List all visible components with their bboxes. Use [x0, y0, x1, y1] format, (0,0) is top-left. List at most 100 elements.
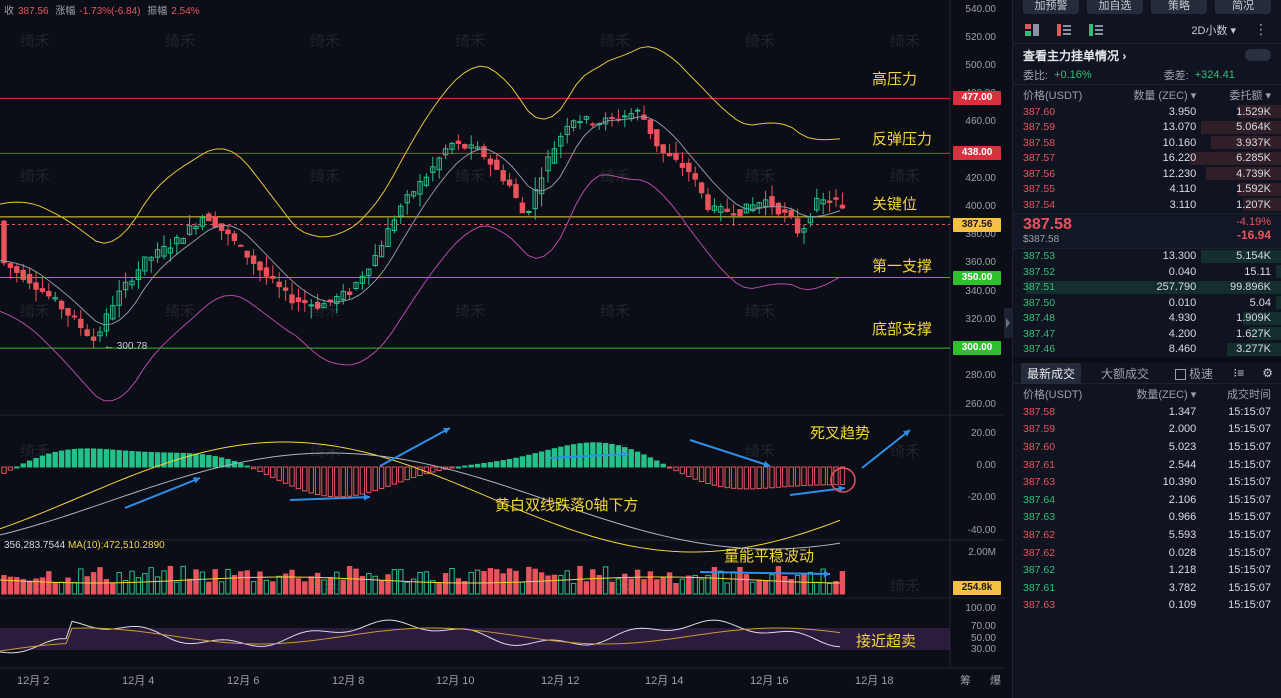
order-total: 5.154K: [1236, 250, 1271, 263]
chart-area[interactable]: ← 300.78 收 387.56 涨幅 -1.73%(-6.84) 振幅 2.54%…: [0, 0, 1010, 698]
candle-body: [519, 202, 526, 214]
candle-body: [775, 202, 782, 215]
header-total[interactable]: 委托额 ▾: [1229, 89, 1271, 102]
order-qty: 4.200: [1168, 327, 1197, 340]
trend-arrow: [689, 439, 771, 467]
bid-row[interactable]: 387.51 257.790 99.896K: [1013, 280, 1281, 296]
ask-row[interactable]: 387.55 4.110 1.592K: [1013, 182, 1281, 198]
volume-bar: [295, 578, 302, 595]
bid-row[interactable]: 387.52 0.040 15.11: [1013, 264, 1281, 280]
list-settings-icon[interactable]: ⁝≡: [1233, 366, 1245, 380]
ask-row[interactable]: 387.56 12.230 4.739K: [1013, 166, 1281, 182]
macd-histogram-bar: [698, 466, 705, 483]
price-axis-label: 400.00: [965, 201, 996, 212]
ask-row[interactable]: 387.57 16.220 6.285K: [1013, 151, 1281, 167]
price-level-tag: 477.00: [953, 91, 1001, 106]
macd-histogram-bar: [833, 466, 839, 486]
macd-histogram-bar: [129, 451, 135, 468]
volume-bar: [436, 583, 442, 595]
volume-bar: [391, 569, 398, 595]
candle-body: [417, 181, 423, 195]
more-options-icon[interactable]: ⋮: [1254, 21, 1269, 37]
candle-body: [538, 177, 545, 195]
order-total: 4.739K: [1236, 167, 1271, 180]
last-change-pct: -4.19%: [1236, 215, 1271, 228]
orderbook-asks-icon[interactable]: [1057, 23, 1071, 36]
trade-qty: 3.782: [1168, 581, 1197, 594]
chip-distribution-toggle[interactable]: 筹: [960, 675, 971, 687]
bid-row[interactable]: 387.50 0.010 5.04: [1013, 295, 1281, 311]
volume-bar: [724, 582, 730, 595]
macd-histogram-bar: [724, 466, 730, 489]
ask-row[interactable]: 387.60 3.950 1.529K: [1013, 104, 1281, 120]
rsi-axis-label: 70.00: [970, 621, 996, 632]
bid-row[interactable]: 387.46 8.460 3.277K: [1013, 342, 1281, 358]
depth-bar: [1275, 296, 1281, 309]
volume-bar: [794, 574, 801, 595]
price-chart-canvas[interactable]: ← 300.78: [0, 0, 1010, 698]
orderbook-title-row[interactable]: 查看主力挂单情况 ›: [1013, 44, 1281, 66]
trade-header-qty[interactable]: 数量(ZEC) ▾: [1136, 388, 1197, 401]
volume-bar: [737, 567, 743, 595]
main-orders-toggle[interactable]: [1245, 49, 1271, 61]
macd-histogram-bar: [730, 466, 737, 489]
strategy-button[interactable]: 策略: [1151, 0, 1207, 14]
candle-body: [238, 244, 244, 247]
bid-row[interactable]: 387.53 13.300 5.154K: [1013, 249, 1281, 265]
trade-price: 387.63: [1023, 511, 1056, 524]
macd-histogram-bar: [487, 462, 494, 468]
orderbook-bids-icon[interactable]: [1089, 23, 1103, 36]
candle-body: [103, 313, 110, 332]
macd-histogram-bar: [782, 466, 788, 488]
trend-arrow: [289, 496, 371, 501]
volume-bar: [7, 576, 14, 595]
volume-bar: [97, 567, 103, 595]
tab-large-trades[interactable]: 大额成交: [1101, 366, 1150, 381]
date-axis-label: 12月 12: [541, 675, 580, 687]
order-price: 387.58: [1023, 136, 1056, 149]
header-qty[interactable]: 数量 (ZEC) ▾: [1133, 89, 1197, 102]
volume-bar: [359, 575, 366, 595]
macd-histogram-bar: [743, 466, 750, 490]
order-qty: 4.930: [1168, 312, 1197, 325]
precision-select[interactable]: 2D小数 ▾: [1191, 24, 1236, 37]
order-price: 387.48: [1023, 312, 1056, 325]
trade-row: 387.63 10.390 15:15:07: [1013, 473, 1281, 491]
trade-time: 15:15:07: [1228, 493, 1271, 506]
add-alert-button[interactable]: 加预警: [1023, 0, 1079, 14]
volume-bar: [596, 575, 602, 595]
trend-arrow-head: [443, 427, 450, 434]
tab-latest-trades[interactable]: 最新成交: [1021, 362, 1082, 384]
bid-row[interactable]: 387.47 4.200 1.627K: [1013, 326, 1281, 342]
ask-row[interactable]: 387.58 10.160 3.937K: [1013, 135, 1281, 151]
panel-collapse-handle[interactable]: [1004, 308, 1012, 338]
volume-bar: [462, 580, 468, 595]
candle-body: [282, 287, 289, 291]
settings-icon[interactable]: ⚙: [1262, 366, 1273, 380]
order-total: 5.064K: [1236, 121, 1271, 134]
macd-histogram-bar: [679, 466, 686, 475]
macd-histogram-bar: [78, 448, 84, 468]
volume-bar: [455, 578, 462, 595]
overview-button[interactable]: 简况: [1215, 0, 1271, 14]
macd-dea-line: [0, 452, 841, 550]
volume-bar: [142, 573, 148, 595]
bid-row[interactable]: 387.48 4.930 1.909K: [1013, 311, 1281, 327]
macd-histogram-bar: [295, 466, 302, 490]
candle-body: [199, 217, 206, 227]
macd-histogram-bar: [314, 466, 321, 496]
ask-row[interactable]: 387.54 3.110 1.207K: [1013, 197, 1281, 213]
trade-qty: 0.028: [1168, 546, 1197, 559]
liquidation-toggle[interactable]: 爆: [990, 675, 1001, 687]
orderbook-both-icon[interactable]: [1025, 23, 1039, 36]
add-watchlist-button[interactable]: 加自选: [1087, 0, 1143, 14]
order-total: 1.627K: [1236, 327, 1271, 340]
ask-row[interactable]: 387.59 13.070 5.064K: [1013, 120, 1281, 136]
fast-mode-checkbox[interactable]: 极速: [1169, 363, 1219, 384]
volume-bar: [807, 571, 814, 595]
order-total: 1.592K: [1236, 183, 1271, 196]
date-axis-label: 12月 10: [436, 675, 475, 687]
macd-histogram-bar: [711, 466, 718, 486]
macd-histogram-bar: [423, 466, 430, 475]
candle-body: [826, 200, 833, 203]
